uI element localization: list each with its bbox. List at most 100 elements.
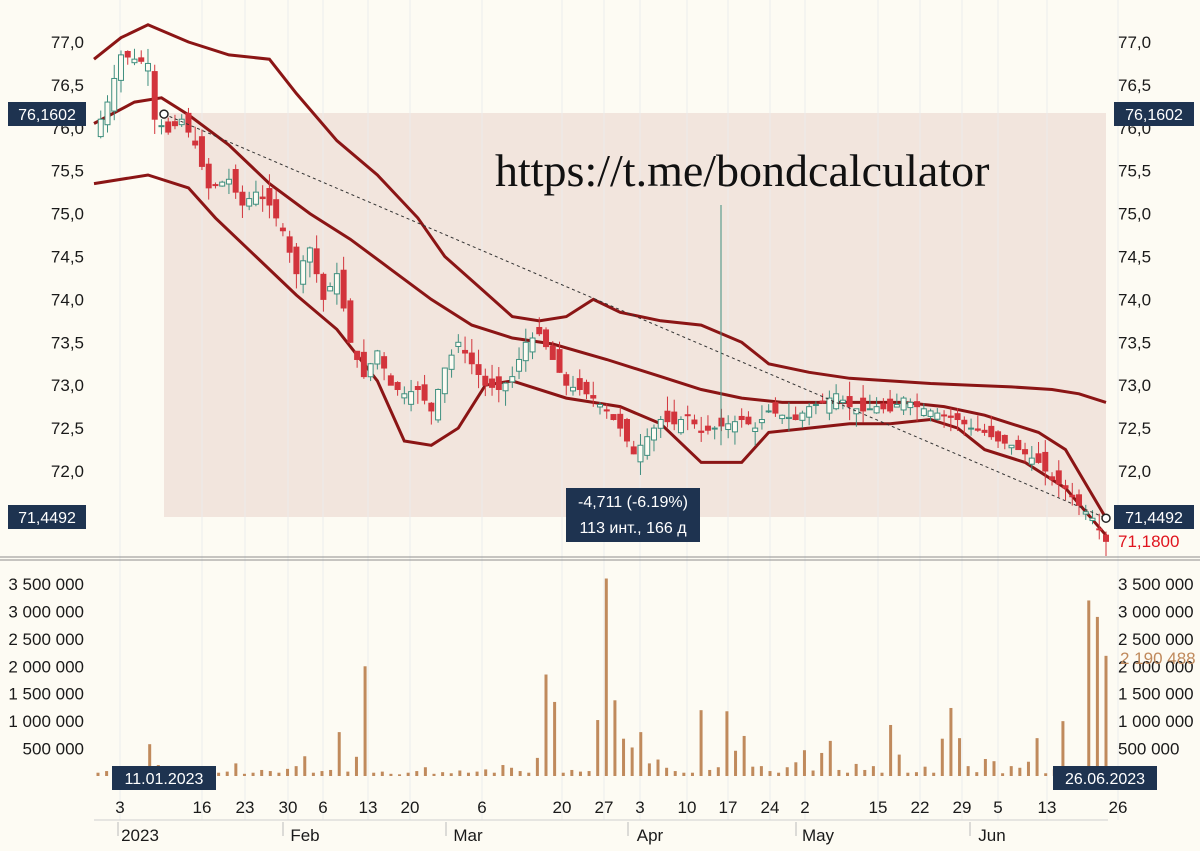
volume-bar bbox=[785, 767, 789, 776]
candle-body bbox=[644, 436, 651, 456]
month-label: Apr bbox=[637, 826, 664, 845]
volume-bar bbox=[449, 773, 453, 776]
candle-body bbox=[1008, 444, 1015, 449]
volume-bar bbox=[889, 724, 893, 776]
volume-bar bbox=[846, 772, 850, 776]
candle-body bbox=[677, 419, 684, 434]
x-tick-label: 17 bbox=[719, 798, 738, 817]
x-tick-label: 16 bbox=[193, 798, 212, 817]
volume-tick-label-right: 2 000 000 bbox=[1118, 657, 1194, 676]
trend-start-handle[interactable] bbox=[159, 109, 169, 119]
candle-body bbox=[711, 427, 718, 430]
x-tick-label: 24 bbox=[761, 798, 780, 817]
candle-body bbox=[205, 163, 212, 189]
volume-bar bbox=[1018, 767, 1022, 776]
candle-body bbox=[192, 140, 199, 146]
month-label: Jun bbox=[978, 826, 1005, 845]
volume-bar bbox=[294, 766, 298, 776]
volume-bar bbox=[242, 773, 246, 776]
volume-bar bbox=[596, 720, 600, 776]
candle-body bbox=[570, 386, 577, 392]
x-axis-day-labels: 3 16 23 30 6 13 20 6 20 27 3 10 17 24 2 15 22 29 5 13 26 bbox=[115, 798, 1127, 817]
trend-end-handle[interactable] bbox=[1101, 513, 1111, 523]
candle-body bbox=[144, 62, 151, 72]
x-tick-label: 10 bbox=[678, 798, 697, 817]
candle-body bbox=[826, 397, 833, 414]
volume-bar bbox=[777, 772, 781, 776]
trend-line[interactable] bbox=[163, 113, 1107, 519]
candle-body bbox=[947, 415, 954, 418]
candle-body bbox=[1069, 494, 1076, 498]
candle-body bbox=[995, 431, 1002, 442]
candle-body bbox=[954, 413, 961, 421]
volume-bar bbox=[380, 771, 384, 776]
candle-body bbox=[927, 410, 934, 417]
candle-body bbox=[138, 57, 145, 62]
candle-body bbox=[934, 412, 941, 420]
volume-bar bbox=[354, 756, 358, 776]
candle-body bbox=[212, 184, 219, 187]
price-tag-right-end-text: 71,4492 bbox=[1125, 510, 1183, 527]
volume-bar bbox=[906, 772, 910, 776]
volume-bar bbox=[1087, 600, 1091, 776]
candle-body bbox=[509, 376, 516, 383]
candle-body bbox=[502, 382, 509, 392]
volume-bar bbox=[268, 771, 272, 776]
candle-body bbox=[117, 54, 124, 81]
bollinger-upper-band bbox=[93, 23, 1107, 404]
volume-bar bbox=[484, 769, 488, 776]
price-tick-label-right: 75,5 bbox=[1118, 162, 1151, 181]
candle-body bbox=[657, 419, 664, 429]
volume-bar bbox=[1009, 766, 1013, 776]
candle-body bbox=[448, 354, 455, 370]
candle-body bbox=[124, 50, 131, 58]
candle-body bbox=[603, 409, 610, 412]
candle-body bbox=[698, 430, 705, 433]
vertical-gridlines bbox=[119, 0, 1119, 820]
date-tag-start: 11.01.2023 bbox=[112, 766, 216, 790]
candle-body bbox=[435, 388, 442, 421]
volume-tick-label-left: 2 500 000 bbox=[8, 630, 84, 649]
candle-body bbox=[387, 375, 394, 386]
volume-bar bbox=[725, 711, 729, 776]
candle-body bbox=[792, 414, 799, 421]
candle-body bbox=[1055, 470, 1062, 485]
volume-bar bbox=[871, 766, 875, 776]
volume-bar bbox=[423, 767, 427, 776]
volume-bar bbox=[148, 744, 152, 776]
price-tag-left-start-text: 76,1602 bbox=[18, 107, 76, 124]
candle-body bbox=[549, 345, 556, 360]
candle-body bbox=[785, 416, 792, 420]
candle-body bbox=[961, 419, 968, 425]
volume-bar bbox=[880, 772, 884, 776]
volume-bar bbox=[622, 738, 626, 776]
volume-bar bbox=[1044, 773, 1048, 776]
candle-body bbox=[1049, 476, 1056, 481]
candle-body bbox=[866, 408, 873, 411]
candle-body bbox=[495, 376, 502, 390]
volume-bar bbox=[475, 771, 479, 776]
volume-bar bbox=[811, 770, 815, 776]
candle-body bbox=[97, 118, 104, 138]
candle-body bbox=[1103, 534, 1109, 542]
volume-tick-label-left: 3 000 000 bbox=[8, 602, 84, 621]
candle-body bbox=[887, 398, 894, 412]
candle-body bbox=[974, 428, 981, 431]
candle-body bbox=[812, 404, 819, 407]
volume-bar bbox=[527, 772, 531, 776]
price-tick-label-right: 75,0 bbox=[1118, 205, 1151, 224]
volume-bar bbox=[682, 772, 686, 776]
volume-bar bbox=[690, 772, 694, 776]
price-tick-label-right: 73,0 bbox=[1118, 376, 1151, 395]
candle-body bbox=[1062, 485, 1069, 489]
candle-body bbox=[259, 196, 266, 200]
candle-body bbox=[1076, 494, 1083, 506]
candle-body bbox=[731, 421, 738, 433]
volume-last-value: 2 190 488 bbox=[1120, 649, 1196, 668]
candle-body bbox=[610, 414, 617, 421]
volume-bar bbox=[105, 771, 109, 776]
volume-bar bbox=[544, 674, 548, 776]
volume-bar bbox=[217, 772, 221, 776]
candle-body bbox=[968, 427, 975, 430]
